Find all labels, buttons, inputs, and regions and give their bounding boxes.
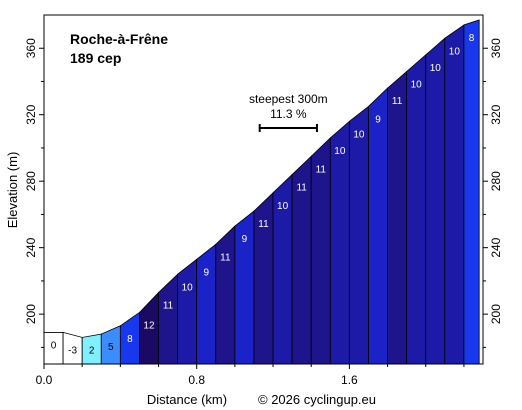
steepest-label: steepest 300m xyxy=(249,92,328,106)
segment-gradient-label: 10 xyxy=(411,80,423,91)
segment-gradient-label: 8 xyxy=(127,334,133,345)
segment-gradient-label: 2 xyxy=(89,345,95,356)
steepest-value: 11.3 % xyxy=(270,107,307,121)
profile-segment xyxy=(406,54,427,365)
x-tick-label: 1.6 xyxy=(341,373,358,387)
profile-segment xyxy=(368,87,388,365)
y-tick-label-right: 320 xyxy=(489,104,503,124)
segment-gradient-label: 9 xyxy=(375,114,381,125)
segment-gradient-label: 11 xyxy=(316,164,327,175)
segment-gradient-label: 11 xyxy=(296,183,307,194)
x-axis-title: Distance (km) xyxy=(147,392,227,407)
plot-frame xyxy=(43,14,484,365)
steepest-bar xyxy=(258,124,318,133)
x-tick-label: 0.0 xyxy=(36,373,53,387)
segment-gradient-label: 10 xyxy=(449,46,461,57)
y-tick-label-left: 280 xyxy=(24,171,38,191)
x-tick-label: 0.8 xyxy=(188,373,205,387)
segment-gradient-label: 10 xyxy=(334,146,346,157)
segment-gradient-label: 11 xyxy=(258,219,269,230)
y-tick-label-right: 280 xyxy=(489,171,503,191)
profile-segment xyxy=(177,258,198,365)
y-tick-label-left: 360 xyxy=(24,38,38,58)
profile-segment xyxy=(387,70,408,365)
segment-gradient-label: 10 xyxy=(182,282,194,293)
segment-gradient-label: 10 xyxy=(353,129,365,140)
segment-gradient-label: 11 xyxy=(163,301,174,312)
profile-segment xyxy=(444,24,465,365)
segment-gradient-label: 8 xyxy=(469,33,475,44)
profile-segment xyxy=(158,273,179,365)
y-axis-title: Elevation (m) xyxy=(5,152,20,229)
profile-segments xyxy=(43,19,480,365)
credit-text: © 2026 cyclingup.eu xyxy=(258,392,376,407)
profile-segment xyxy=(329,120,350,365)
segment-gradient-label: 10 xyxy=(430,63,442,74)
segment-gradient-label: 9 xyxy=(242,234,248,245)
chart-title: Roche-à-Frêne xyxy=(70,31,168,47)
segment-gradient-label: 11 xyxy=(220,252,231,263)
segment-gradient-label: -3 xyxy=(68,345,77,356)
y-tick-label-right: 360 xyxy=(489,38,503,58)
segment-gradient-label: 11 xyxy=(392,96,403,107)
segment-gradient-label: 10 xyxy=(277,201,289,212)
y-tick-label-left: 200 xyxy=(24,304,38,324)
profile-segment xyxy=(463,19,480,365)
profile-segment xyxy=(196,243,217,365)
profile-segment xyxy=(215,225,236,365)
profile-segment xyxy=(425,37,446,365)
segment-gradient-label: 9 xyxy=(203,267,209,278)
y-tick-label-left: 320 xyxy=(24,104,38,124)
segment-gradient-label: 0 xyxy=(51,340,57,351)
y-tick-label-left: 240 xyxy=(24,237,38,257)
segment-labels: 0 -3 2 5 8 12 11 10 9 11 9 11 10 11 11 10 10 9 11 10 10 10 8 xyxy=(51,33,475,356)
segment-gradient-label: 12 xyxy=(143,320,155,331)
segment-gradient-label: 5 xyxy=(108,342,114,353)
y-tick-label-right: 200 xyxy=(489,304,503,324)
y-tick-label-right: 240 xyxy=(489,237,503,257)
chart-subtitle: 189 cep xyxy=(70,50,121,66)
profile-segment xyxy=(348,105,369,365)
